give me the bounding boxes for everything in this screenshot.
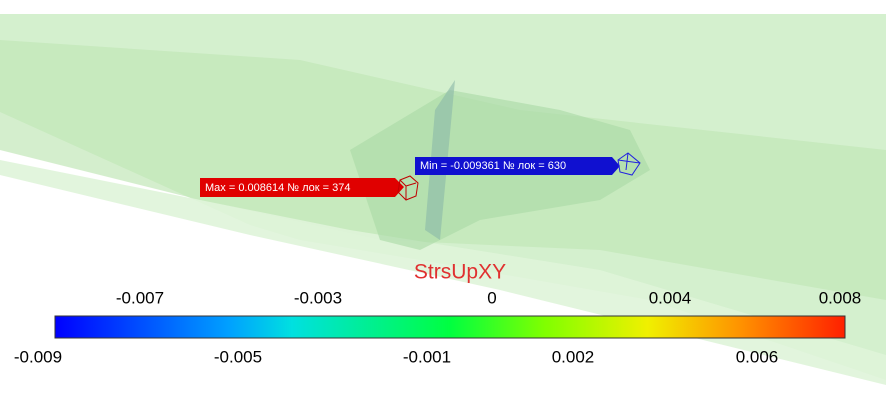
- bottom-label: -0.005: [214, 347, 262, 366]
- bottom-label: 0.006: [736, 347, 779, 366]
- legend-title: StrsUpXY: [414, 261, 506, 284]
- top-label: 0.004: [649, 288, 692, 307]
- top-label: -0.003: [294, 288, 342, 307]
- top-label: -0.007: [116, 288, 164, 307]
- max-marker: Max = 0.008614 № лок = 374: [200, 176, 418, 200]
- bottom-label: -0.009: [14, 347, 62, 366]
- top-label: 0.008: [819, 288, 862, 307]
- min-label: Min = -0.009361 № лок = 630: [420, 160, 566, 172]
- top-label: 0: [487, 288, 496, 307]
- viewport: Max = 0.008614 № лок = 374 Min = -0.0093…: [0, 0, 886, 393]
- bottom-label: -0.001: [403, 347, 451, 366]
- bottom-label: 0.002: [552, 347, 595, 366]
- max-label: Max = 0.008614 № лок = 374: [205, 182, 350, 194]
- colorbar: [55, 316, 845, 338]
